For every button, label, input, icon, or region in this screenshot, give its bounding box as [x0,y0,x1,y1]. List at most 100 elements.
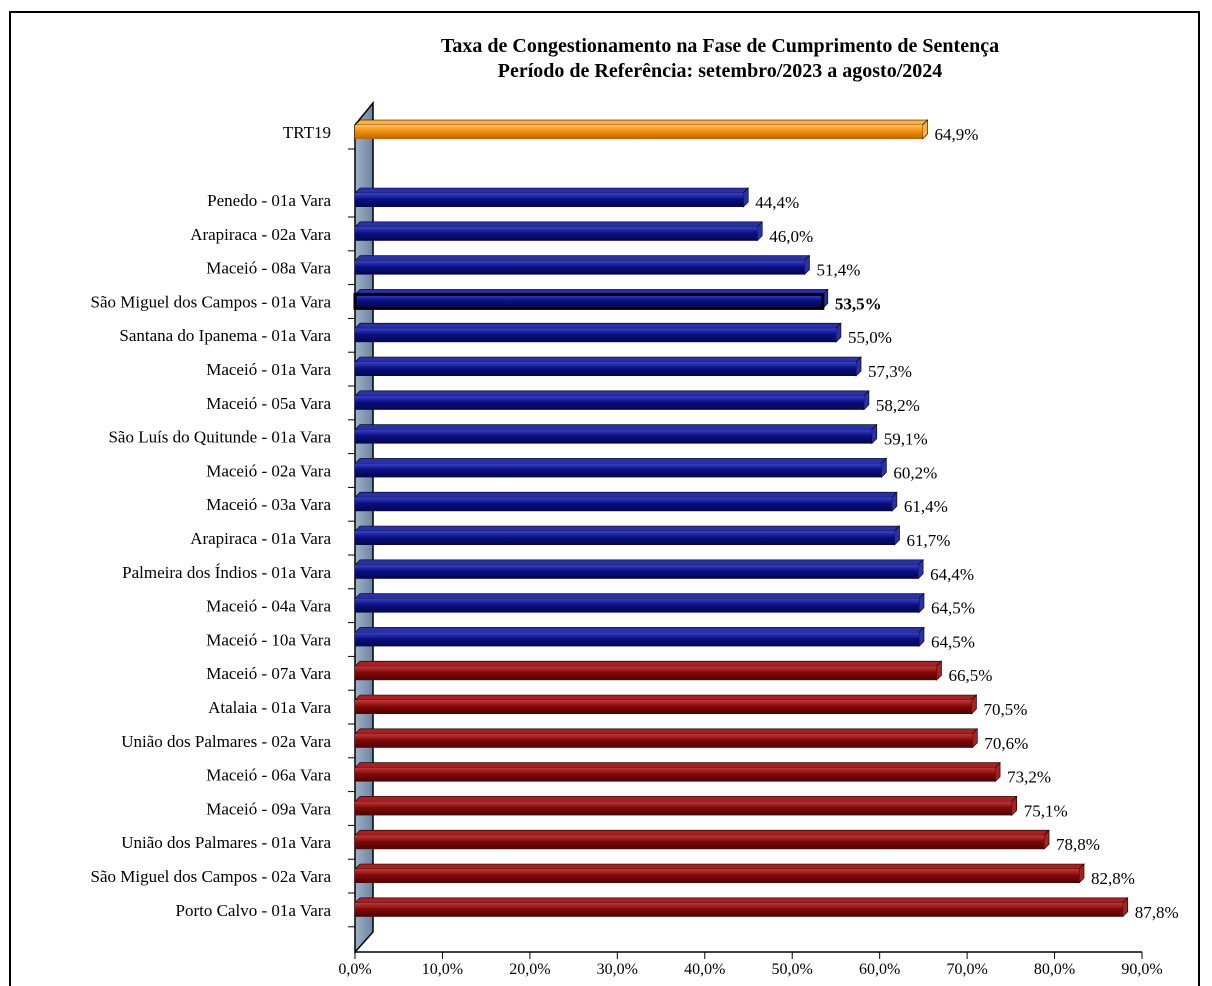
bar-16 [354,728,979,749]
value-label-11: 64,4% [930,565,974,584]
value-label-12: 64,5% [931,599,975,618]
value-label-20: 82,8% [1091,869,1135,888]
x-tick-label-7: 70,0% [946,961,987,978]
bar-top-16 [354,728,979,735]
value-label-2: 51,4% [816,261,860,280]
chart-title: Taxa de Congestionamento na Fase de Cump… [440,35,1000,57]
bar-top-total [354,119,929,126]
value-label-10: 61,7% [907,531,951,550]
bar-17 [354,761,1001,783]
bar-9 [354,491,898,512]
chart-subtitle: Período de Referência: setembro/2023 a a… [497,60,943,82]
category-label-6: Maceió - 05a Vara [206,394,331,413]
chart-title-block: Taxa de Congestionamento na Fase de Cump… [340,34,1100,84]
category-label-8: Maceió - 02a Vara [206,461,331,480]
bar-14 [354,660,943,681]
category-label-17: Maceió - 06a Vara [206,766,331,785]
bar-face-12 [355,598,920,613]
category-label-21: Porto Calvo - 01a Vara [176,901,332,920]
bar-face-16 [355,733,973,748]
bar-1 [354,221,763,242]
category-label-7: São Luís do Quitunde - 01a Vara [108,428,331,447]
bar-6 [354,390,870,411]
category-label-1: Arapiraca - 02a Vara [190,225,331,244]
bar-top-4 [354,322,842,329]
bar-total [354,119,929,140]
category-label-2: Maceió - 08a Vara [206,259,331,278]
x-tick-label-5: 50,0% [772,961,813,978]
bar-19 [354,829,1050,850]
bar-side-0 [742,187,749,208]
bar-top-1 [354,221,763,228]
bar-8 [354,457,888,479]
category-label-15: Atalaia - 01a Vara [208,698,331,717]
bar-12 [354,592,925,614]
category-label-11: Palmeira dos Índios - 01a Vara [122,563,331,582]
bar-face-8 [355,463,882,478]
value-label-8: 60,2% [893,463,937,482]
category-label-4: Santana do Ipanema - 01a Vara [119,326,331,345]
x-tick-label-9: 90,0% [1121,961,1162,978]
bar-face-9 [355,497,892,512]
bar-top-18 [354,796,1018,802]
bar-top-7 [354,424,878,430]
bar-face-20 [355,869,1080,883]
bar-11 [354,559,924,580]
bar-face-19 [355,835,1045,850]
bar-face-1 [355,226,758,241]
value-label-15: 70,5% [983,700,1027,719]
value-label-0: 44,4% [755,193,799,212]
bar-top-6 [354,390,870,397]
x-tick-label-8: 80,0% [1034,961,1075,978]
x-tick-label-2: 20,0% [509,961,550,978]
category-label-14: Maceió - 07a Vara [206,664,331,683]
bar-top-17 [354,762,1001,768]
bar-face-total [355,125,923,139]
category-label-18: Maceió - 09a Vara [206,799,331,818]
bar-top-8 [354,458,888,464]
bar-face-3 [353,292,825,310]
bar-face-2 [355,260,805,275]
value-label-16: 70,6% [984,734,1028,753]
value-label-13: 64,5% [931,632,975,651]
bar-top-0 [354,187,749,194]
category-label-3: São Miguel dos Campos - 01a Vara [91,292,332,311]
bar-face-18 [355,801,1012,816]
bar-4 [354,322,842,343]
bar-face-6 [355,395,864,410]
value-label-18: 75,1% [1024,801,1068,820]
bar-top-5 [354,356,862,363]
value-label-5: 57,3% [868,362,912,381]
bar-face-21 [355,902,1123,917]
bar-top-2 [354,255,811,261]
bar-face-15 [355,700,972,714]
bar-3 [353,288,829,310]
bar-top-15 [354,694,978,701]
bar-face-4 [355,328,836,343]
bar-20 [354,863,1085,884]
value-label-1: 46,0% [769,227,813,246]
bar-21 [354,897,1129,918]
category-label-13: Maceió - 10a Vara [206,630,331,649]
value-label-14: 66,5% [949,666,993,685]
category-label-0: Penedo - 01a Vara [207,191,331,210]
bar-top-20 [354,863,1085,870]
bar-top-13 [354,627,925,633]
bar-face-7 [355,429,872,444]
category-label-5: Maceió - 01a Vara [206,360,331,379]
category-label-19: União dos Palmares - 01a Vara [121,833,331,852]
category-label-total: TRT19 [283,123,331,142]
bar-side-6 [863,390,870,411]
bar-top-14 [354,660,943,667]
bar-18 [354,795,1018,817]
x-tick-label-1: 10,0% [422,961,463,978]
bar-5 [354,356,862,377]
x-tick-label-4: 40,0% [684,961,725,978]
bar-face-11 [355,564,919,579]
category-label-16: União dos Palmares - 02a Vara [121,732,331,751]
bar-top-9 [354,491,898,498]
bar-face-17 [355,767,996,782]
value-label-6: 58,2% [876,396,920,415]
value-label-21: 87,8% [1135,903,1179,922]
